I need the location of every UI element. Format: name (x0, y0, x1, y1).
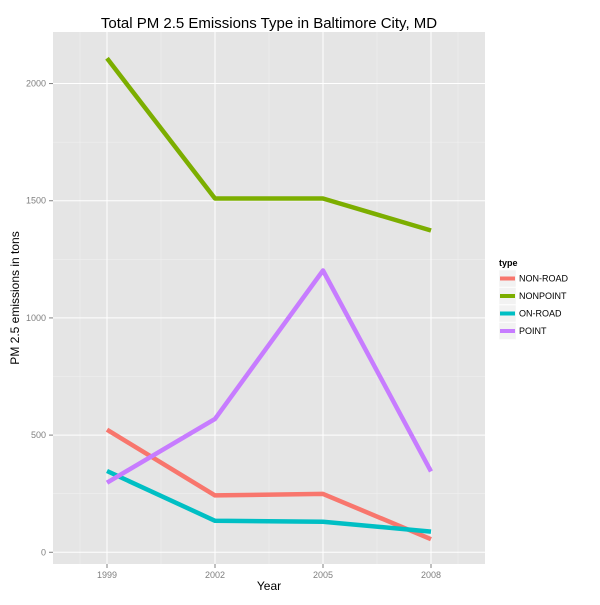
y-axis-label: PM 2.5 emissions in tons (8, 231, 22, 364)
major-gridlines (53, 32, 485, 564)
series-line-point (105, 268, 433, 485)
y-tick-label: 1000 (26, 313, 46, 323)
x-axis-label: Year (257, 579, 281, 593)
legend-label-nonpoint: NONPOINT (519, 291, 567, 301)
x-tick-label: 1999 (97, 570, 117, 580)
chart-title: Total PM 2.5 Emissions Type in Baltimore… (101, 15, 437, 32)
y-tick-label: 0 (41, 547, 46, 557)
legend-title: type (499, 258, 518, 268)
legend-items: NON-ROAD NONPOINT ON-ROAD POINT (498, 269, 568, 340)
minor-gridlines (53, 32, 485, 564)
x-tick-label: 2008 (421, 570, 441, 580)
legend-label-point: POINT (519, 326, 547, 336)
legend-label-on-road: ON-ROAD (519, 309, 562, 319)
y-tick-label: 500 (31, 430, 46, 440)
x-axis: 1999 2002 2005 2008 (97, 564, 441, 580)
y-axis: 0 500 1000 1500 2000 (26, 79, 53, 557)
legend: type NON-ROAD NONPOINT ON-ROAD POINT (498, 258, 568, 340)
series-lines (105, 56, 433, 542)
x-tick-label: 2002 (205, 570, 225, 580)
x-tick-label: 2005 (313, 570, 333, 580)
series-line-nonpoint (105, 56, 432, 233)
series-line-on-road (106, 468, 432, 534)
y-tick-label: 1500 (26, 196, 46, 206)
y-tick-label: 2000 (26, 79, 46, 89)
series-line-non-road (105, 427, 432, 542)
legend-label-non-road: NON-ROAD (519, 274, 568, 284)
